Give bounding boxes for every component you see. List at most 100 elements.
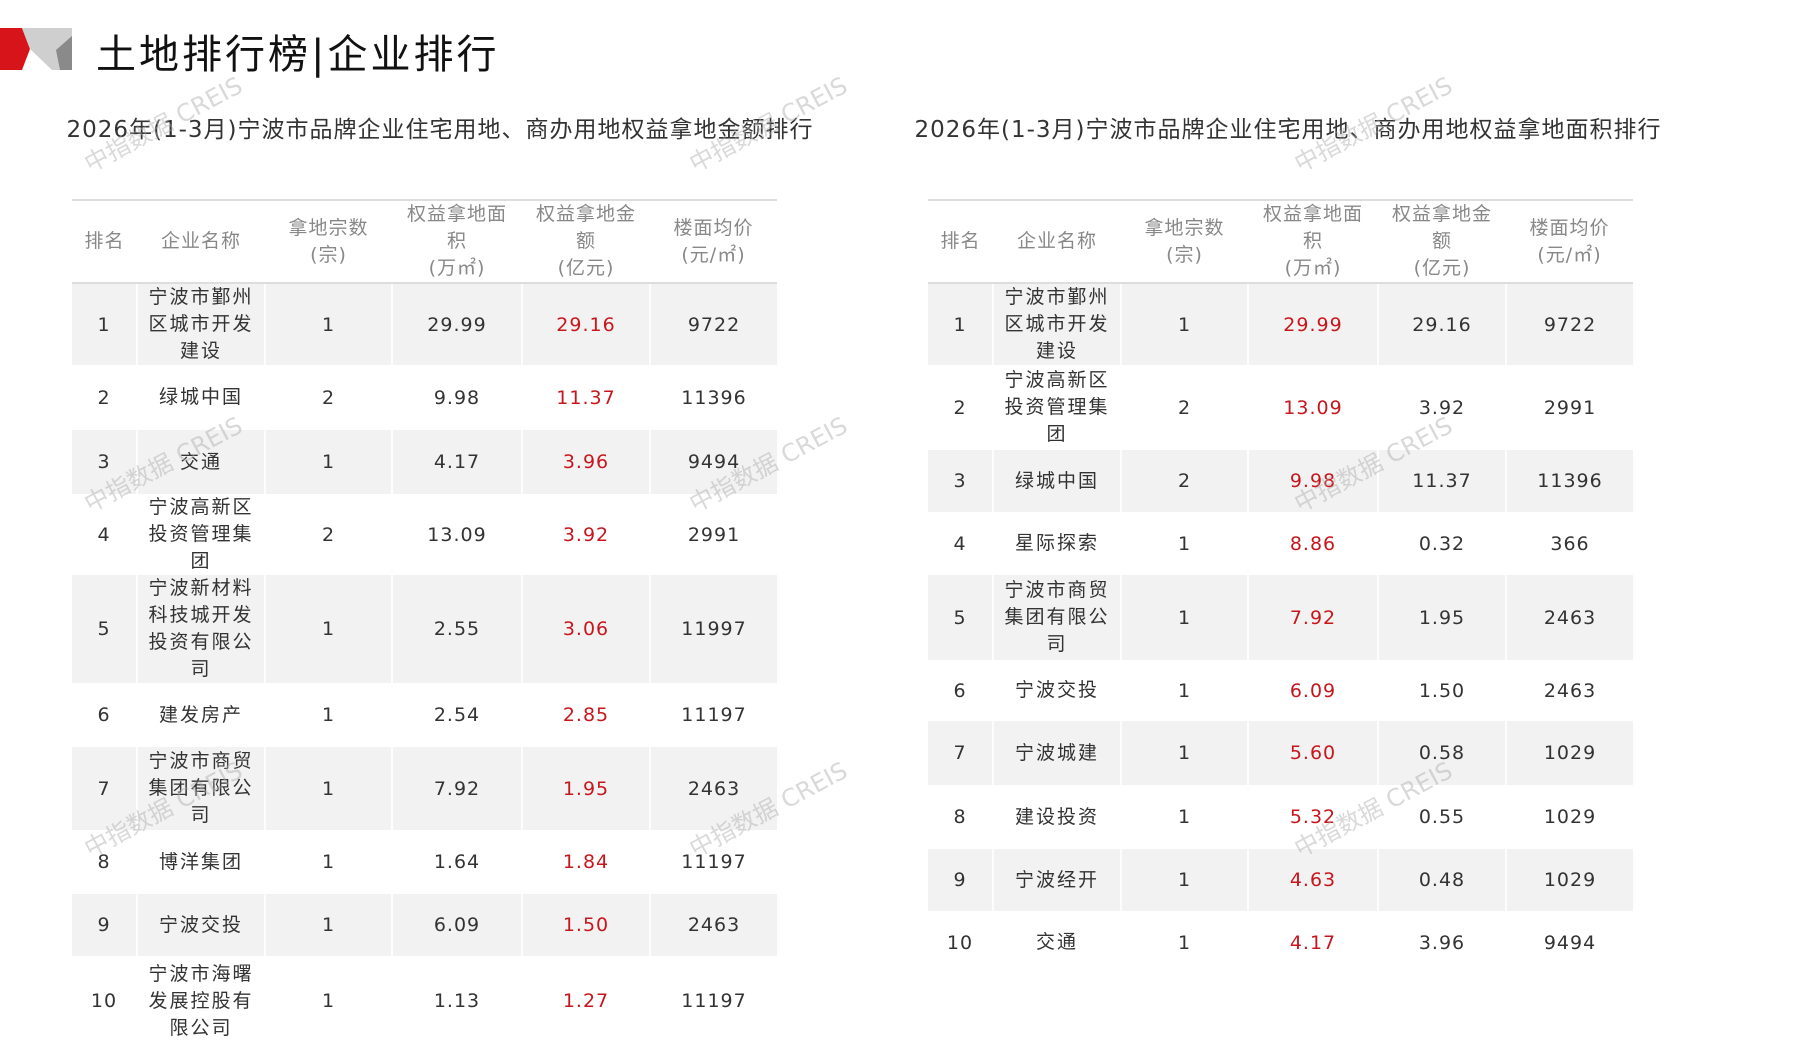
cell-area: 9.98 <box>1247 450 1378 512</box>
cell-price: 9494 <box>1505 911 1633 974</box>
cell-count: 1 <box>264 830 392 894</box>
cell-count: 1 <box>1120 512 1248 575</box>
cell-amount: 1.95 <box>521 747 650 830</box>
cell-area: 6.09 <box>1247 660 1378 721</box>
table-row: 2 宁波高新区投资管理集团 2 13.09 3.92 2991 <box>928 365 1633 450</box>
cell-rank: 2 <box>97 386 111 409</box>
brand-logo-icon <box>0 28 72 70</box>
cell-amount: 0.58 <box>1377 721 1506 785</box>
cell-price: 11396 <box>1505 450 1633 512</box>
cell-amount: 0.48 <box>1377 849 1506 911</box>
right-table-title: 2026年(1-3月)宁波市品牌企业住宅用地、商办用地权益拿地面积排行 <box>914 117 1662 143</box>
cell-company: 建发房产 <box>136 683 265 747</box>
table-row: 1 宁波市鄞州区城市开发建设 1 29.99 29.16 9722 <box>72 283 777 365</box>
table-row: 4 星际探索 1 8.86 0.32 366 <box>928 512 1633 575</box>
cell-area: 2.55 <box>391 575 522 683</box>
cell-price: 1029 <box>1505 785 1633 849</box>
amount-ranking-table: 排名 企业名称 拿地宗数 (宗) 权益拿地面积 (万㎡) 权益拿地金额 (亿元) 楼面均价 (元/… <box>72 199 777 1046</box>
cell-amount: 3.92 <box>521 494 650 575</box>
cell-area: 9.98 <box>391 365 522 430</box>
cell-rank: 6 <box>97 704 111 726</box>
cell-price: 366 <box>1505 512 1633 575</box>
cell-company: 宁波高新区投资管理集团 <box>992 365 1121 450</box>
cell-rank: 9 <box>72 894 137 956</box>
cell-rank: 4 <box>97 523 111 546</box>
cell-price: 9494 <box>649 430 777 494</box>
cell-count: 1 <box>264 575 392 683</box>
cell-price: 1029 <box>1505 721 1633 785</box>
cell-price: 11997 <box>649 575 777 683</box>
header-row: 排名 企业名称 拿地宗数 (宗) 权益拿地面积 (万㎡) 权益拿地金额 (亿元) 楼面均价 (元/… <box>928 200 1633 284</box>
cell-company: 宁波高新区投资管理集团 <box>136 494 265 575</box>
cell-count: 1 <box>1120 911 1248 974</box>
cell-area: 4.63 <box>1247 849 1378 911</box>
column-header-rank: 排名 <box>928 200 993 284</box>
cell-price: 1029 <box>1505 849 1633 911</box>
cell-price: 9722 <box>649 283 777 365</box>
cell-price: 11197 <box>649 956 777 1046</box>
cell-area: 5.60 <box>1247 721 1378 785</box>
cell-price: 2463 <box>649 894 777 956</box>
cell-amount: 0.32 <box>1377 512 1506 575</box>
cell-company: 宁波市商贸集团有限公司 <box>992 575 1121 660</box>
column-header-count: 拿地宗数 (宗) <box>1121 200 1248 284</box>
cell-rank: 7 <box>72 747 137 830</box>
table-row: 5 宁波市商贸集团有限公司 1 7.92 1.95 2463 <box>928 575 1633 660</box>
cell-amount: 1.84 <box>521 830 650 894</box>
cell-amount: 1.95 <box>1377 575 1506 660</box>
cell-amount: 29.16 <box>521 283 650 365</box>
cell-count: 1 <box>1120 849 1248 911</box>
table-row: 4 宁波高新区投资管理集团 2 13.09 3.92 2991 <box>72 494 777 575</box>
cell-amount: 3.92 <box>1377 365 1506 450</box>
cell-company: 宁波新材料科技城开发投资有限公司 <box>136 575 265 683</box>
cell-rank: 10 <box>946 931 974 954</box>
cell-count: 1 <box>264 283 392 365</box>
cell-price: 2463 <box>1505 575 1633 660</box>
cell-area: 5.32 <box>1247 785 1378 849</box>
cell-rank: 3 <box>72 430 137 494</box>
cell-area: 6.09 <box>391 894 522 956</box>
cell-rank: 3 <box>928 450 993 512</box>
cell-count: 1 <box>1120 721 1248 785</box>
cell-area: 1.13 <box>391 956 522 1046</box>
cell-amount: 1.27 <box>521 956 650 1046</box>
cell-company: 宁波交投 <box>992 660 1121 721</box>
cell-company: 宁波市海曙发展控股有限公司 <box>136 956 265 1046</box>
page-title: 土地排行榜|企业排行 <box>96 32 500 78</box>
column-header-area: 权益拿地面积 (万㎡) <box>392 200 522 284</box>
cell-count: 2 <box>264 365 392 430</box>
column-header-area: 权益拿地面积 (万㎡) <box>1248 200 1378 284</box>
table-row: 5 宁波新材料科技城开发投资有限公司 1 2.55 3.06 11997 <box>72 575 777 683</box>
table-row: 2 绿城中国 2 9.98 11.37 11396 <box>72 365 777 430</box>
area-ranking-table: 排名 企业名称 拿地宗数 (宗) 权益拿地面积 (万㎡) 权益拿地金额 (亿元) 楼面均价 (元/… <box>928 199 1633 974</box>
cell-price: 2463 <box>649 747 777 830</box>
table-row: 8 建设投资 1 5.32 0.55 1029 <box>928 785 1633 849</box>
cell-area: 4.17 <box>1247 911 1378 974</box>
cell-company: 交通 <box>992 911 1121 974</box>
cell-company: 宁波市鄞州区城市开发建设 <box>992 283 1121 365</box>
cell-area: 7.92 <box>391 747 522 830</box>
cell-company: 宁波交投 <box>136 894 265 956</box>
cell-rank: 5 <box>72 575 137 683</box>
cell-amount: 11.37 <box>1377 450 1506 512</box>
column-header-amount: 权益拿地金额 (亿元) <box>522 200 650 284</box>
cell-rank: 10 <box>90 990 118 1012</box>
cell-count: 2 <box>1120 450 1248 512</box>
cell-company: 绿城中国 <box>992 450 1121 512</box>
column-header-price: 楼面均价 (元/㎡) <box>650 200 777 284</box>
cell-area: 13.09 <box>391 494 522 575</box>
table-row: 10 交通 1 4.17 3.96 9494 <box>928 911 1633 974</box>
cell-count: 2 <box>264 494 392 575</box>
column-header-rank: 排名 <box>72 200 137 284</box>
cell-price: 2991 <box>1505 365 1633 450</box>
cell-count: 1 <box>1120 575 1248 660</box>
column-header-company: 企业名称 <box>993 200 1121 284</box>
cell-area: 29.99 <box>391 283 522 365</box>
table-row: 3 绿城中国 2 9.98 11.37 11396 <box>928 450 1633 512</box>
cell-rank: 7 <box>928 721 993 785</box>
cell-amount: 11.37 <box>521 365 650 430</box>
cell-company: 交通 <box>136 430 265 494</box>
cell-rank: 8 <box>97 851 111 873</box>
cell-area: 29.99 <box>1247 283 1378 365</box>
table-row: 8 博洋集团 1 1.64 1.84 11197 <box>72 830 777 894</box>
